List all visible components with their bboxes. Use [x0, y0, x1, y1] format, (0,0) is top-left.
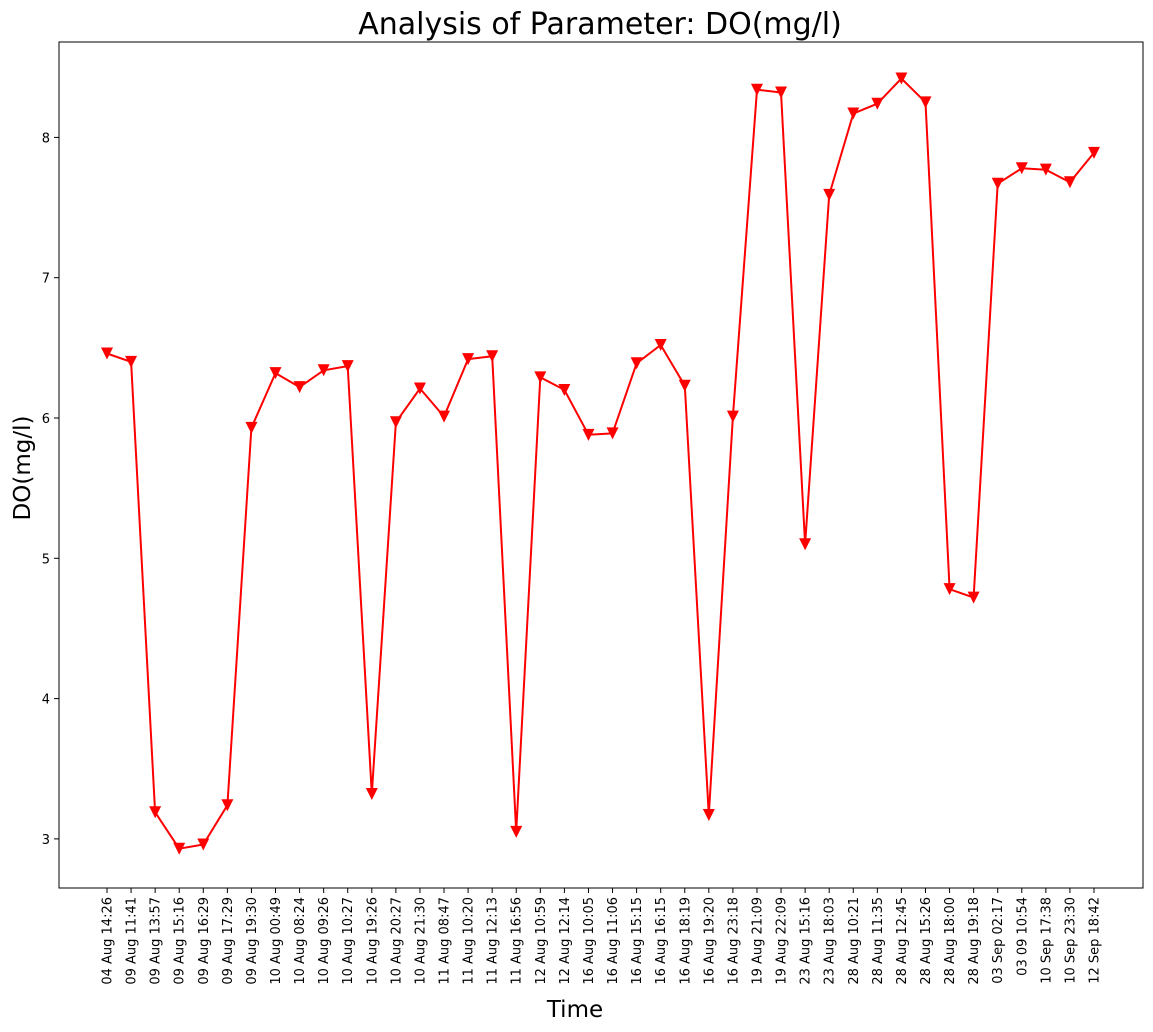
data-point-marker — [510, 825, 523, 838]
data-point-marker — [726, 410, 739, 423]
data-point-marker — [438, 410, 451, 423]
x-tick-label: 11 Aug 08:47 — [438, 897, 453, 985]
x-tick-label: 16 Aug 11:06 — [606, 897, 621, 985]
x-tick-label: 10 Aug 20:27 — [389, 897, 404, 985]
x-tick-label: 28 Aug 15:26 — [919, 897, 934, 985]
data-point-marker — [895, 72, 908, 85]
x-tick-label: 10 Aug 09:26 — [317, 897, 332, 985]
data-point-marker — [341, 360, 354, 373]
data-point-marker — [221, 799, 234, 812]
x-tick-label: 28 Aug 19:18 — [967, 897, 982, 985]
data-point-marker — [1088, 146, 1100, 159]
plot-area — [58, 41, 1144, 889]
data-point-marker — [871, 97, 884, 110]
x-tick-label: 16 Aug 23:18 — [726, 897, 741, 985]
chart-title: Analysis of Parameter: DO(mg/l) — [358, 7, 842, 42]
x-tick-label: 09 Aug 16:29 — [197, 897, 212, 985]
data-point-marker — [1039, 163, 1052, 176]
data-point-marker — [775, 86, 788, 99]
data-point-marker — [558, 383, 571, 396]
x-tick-label: 16 Aug 15:15 — [630, 897, 645, 985]
x-tick-label: 28 Aug 11:35 — [871, 897, 886, 985]
x-tick-label: 19 Aug 22:09 — [775, 897, 790, 985]
x-tick-label: 16 Aug 18:19 — [678, 897, 693, 985]
data-point-marker — [293, 381, 306, 394]
x-tick-label: 09 Aug 13:57 — [149, 897, 164, 985]
x-tick-label: 10 Aug 21:30 — [413, 897, 428, 985]
y-tick-label: 4 — [42, 693, 50, 708]
data-point-marker — [486, 350, 499, 363]
x-tick-label: 09 Aug 19:30 — [245, 897, 260, 985]
data-point-marker — [654, 339, 667, 352]
data-point-marker — [1015, 162, 1028, 175]
x-tick-label: 28 Aug 10:21 — [847, 897, 862, 985]
data-point-marker — [197, 838, 210, 851]
data-point-marker — [245, 421, 258, 434]
data-point-marker — [630, 357, 643, 370]
y-tick-label: 5 — [42, 552, 50, 567]
data-point-marker — [919, 96, 932, 109]
x-axis-label: Time — [546, 997, 603, 1023]
x-tick-label: 04 Aug 14:26 — [101, 897, 116, 985]
y-tick-label: 6 — [42, 412, 50, 427]
data-point-marker — [101, 347, 113, 360]
data-point-marker — [389, 416, 402, 429]
data-point-marker — [582, 428, 595, 441]
data-point-marker — [365, 788, 378, 800]
x-tick-label: 09 Aug 15:16 — [173, 897, 188, 985]
x-tick-label: 10 Aug 08:24 — [293, 897, 308, 985]
x-tick-label: 11 Aug 12:13 — [486, 897, 501, 985]
x-tick-label: 11 Aug 10:20 — [462, 897, 477, 985]
data-point-marker — [269, 367, 282, 380]
data-point-marker — [173, 842, 186, 855]
data-point-marker — [943, 583, 956, 596]
data-point-marker — [534, 371, 547, 384]
x-tick-label: 10 Aug 00:49 — [269, 897, 284, 985]
x-tick-label: 28 Aug 18:00 — [943, 897, 958, 985]
y-tick-label: 3 — [42, 833, 50, 848]
series-layer — [101, 72, 1100, 855]
x-tick-label: 10 Sep 23:30 — [1063, 897, 1078, 984]
x-tick-label: 23 Aug 18:03 — [823, 897, 838, 985]
x-tick-label: 16 Aug 19:20 — [702, 897, 717, 985]
data-point-marker — [799, 538, 812, 551]
x-tick-label: 23 Aug 15:16 — [799, 897, 814, 985]
data-point-marker — [678, 379, 691, 392]
data-point-marker — [750, 83, 763, 96]
y-axis: 3 4 5 6 7 8 — [42, 131, 59, 848]
data-point-marker — [967, 591, 980, 604]
x-tick-label: 28 Aug 12:45 — [895, 897, 910, 985]
x-tick-label: 03 09 10:54 — [1015, 897, 1030, 976]
y-axis-label: DO(mg/l) — [10, 416, 36, 521]
x-tick-label: 10 Sep 17:38 — [1039, 897, 1054, 984]
data-point-marker — [1063, 176, 1076, 189]
x-tick-label: 12 Sep 18:42 — [1088, 897, 1103, 984]
x-tick-label: 10 Aug 10:27 — [341, 897, 356, 985]
x-axis: 04 Aug 14:26 09 Aug 11:41 09 Aug 13:57 09 A… — [101, 888, 1103, 985]
data-point-marker — [606, 427, 619, 440]
data-point-marker — [991, 177, 1004, 190]
series-line — [106, 77, 1095, 850]
x-tick-label: 09 Aug 11:41 — [125, 897, 140, 985]
x-tick-label: 12 Aug 10:59 — [534, 897, 549, 985]
x-tick-label: 16 Aug 10:05 — [582, 897, 597, 985]
data-point-marker — [413, 382, 426, 395]
data-point-marker — [149, 806, 162, 819]
x-tick-label: 16 Aug 16:15 — [654, 897, 669, 985]
data-point-marker — [847, 107, 860, 120]
x-tick-label: 10 Aug 19:26 — [365, 897, 380, 985]
x-tick-label: 19 Aug 21:09 — [750, 897, 765, 985]
data-point-marker — [125, 355, 138, 368]
data-point-marker — [702, 809, 715, 822]
data-point-marker — [317, 364, 330, 377]
data-point-marker — [462, 353, 475, 366]
y-tick-label: 7 — [42, 272, 50, 287]
x-tick-label: 12 Aug 12:14 — [558, 897, 573, 985]
x-tick-label: 09 Aug 17:29 — [221, 897, 236, 985]
x-tick-label: 11 Aug 16:56 — [510, 897, 525, 985]
x-tick-label: 03 Sep 02:17 — [991, 897, 1006, 984]
y-tick-label: 8 — [42, 131, 50, 146]
data-point-marker — [823, 188, 836, 201]
